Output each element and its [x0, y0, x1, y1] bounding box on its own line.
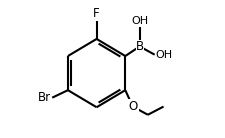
Text: F: F: [93, 6, 99, 20]
Text: Br: Br: [38, 91, 51, 104]
Text: OH: OH: [155, 50, 172, 60]
Text: B: B: [135, 40, 143, 53]
Text: OH: OH: [130, 16, 148, 26]
Text: O: O: [128, 100, 137, 113]
